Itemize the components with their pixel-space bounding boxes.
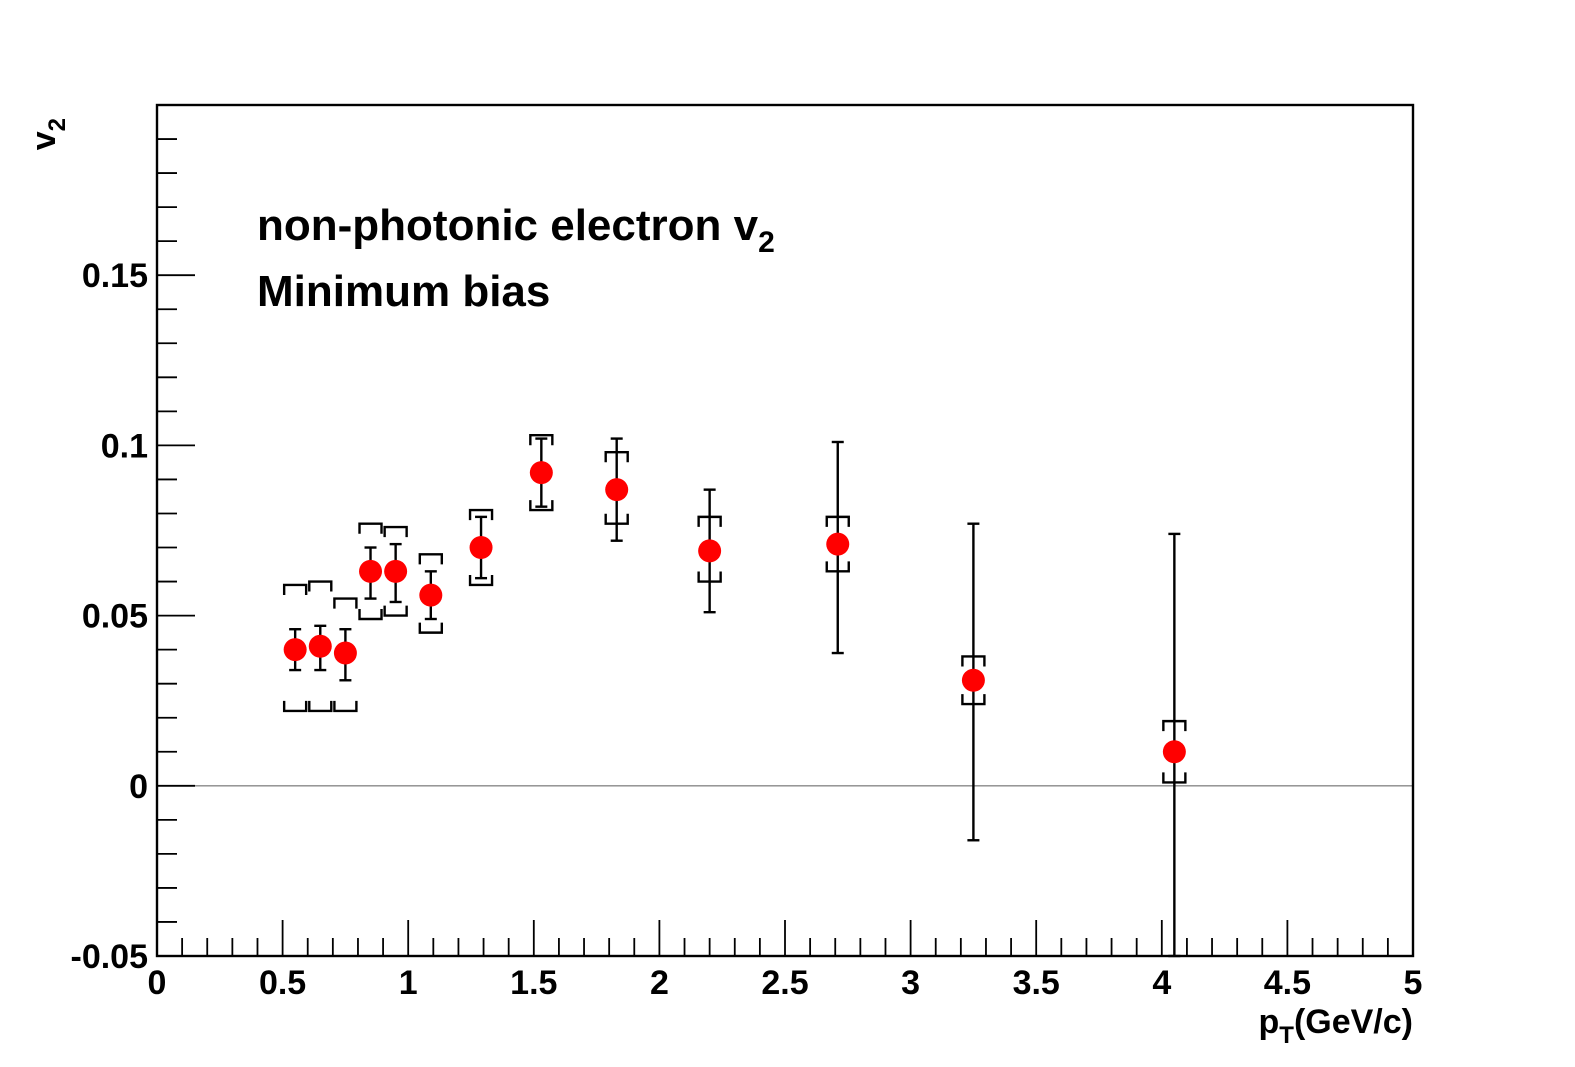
data-point	[604, 437, 629, 542]
sys-error-bracket-top	[282, 583, 308, 595]
data-point	[825, 440, 850, 655]
sys-error-bracket-top	[825, 515, 850, 527]
x-tick-label: 3	[901, 964, 920, 1002]
data-point	[529, 433, 554, 512]
data-point	[961, 522, 986, 842]
sys-error-bracket-bottom	[529, 500, 554, 512]
data-marker	[469, 536, 493, 560]
data-marker	[605, 478, 629, 502]
sys-error-bracket-bottom	[308, 700, 333, 713]
x-axis-label: pT(GeV/c)	[1259, 1003, 1414, 1049]
data-point	[333, 597, 358, 713]
x-tick-label: 1.5	[510, 964, 557, 1002]
x-tick-label: 1	[399, 964, 418, 1002]
y-tick-label: 0.1	[101, 427, 148, 465]
x-tick-label: 0	[148, 964, 167, 1002]
sys-error-bracket-bottom	[825, 561, 850, 573]
sys-error-bracket-top	[358, 522, 383, 534]
annotation-subtitle: Minimum bias	[257, 267, 550, 316]
data-marker	[384, 559, 408, 583]
x-tick-label: 3.5	[1013, 964, 1060, 1002]
data-point	[383, 525, 408, 617]
y-tick-label: 0.05	[82, 598, 148, 636]
sys-error-bracket-bottom	[468, 574, 494, 587]
data-marker	[1162, 740, 1186, 764]
sys-error-bracket-top	[961, 655, 986, 667]
data-point	[697, 488, 722, 614]
sys-error-bracket-top	[383, 525, 408, 538]
y-axis-label: v2	[25, 118, 71, 150]
data-marker	[826, 532, 850, 556]
data-marker	[333, 641, 357, 665]
x-tick-label: 4	[1152, 964, 1171, 1002]
sys-error-bracket-bottom	[333, 700, 358, 713]
data-point	[358, 522, 383, 621]
data-marker	[308, 634, 332, 658]
sys-error-bracket-top	[333, 597, 358, 609]
data-point	[468, 508, 494, 587]
sys-error-bracket-top	[529, 433, 554, 446]
sys-error-bracket-bottom	[961, 694, 986, 706]
sys-error-bracket-top	[308, 580, 333, 592]
y-tick-label: -0.05	[71, 938, 149, 976]
x-tick-label: 2.5	[761, 964, 808, 1002]
sys-error-bracket-top	[1162, 719, 1187, 732]
x-tick-label: 5	[1404, 964, 1423, 1002]
y-tick-label: 0.15	[82, 257, 148, 295]
data-marker	[283, 638, 307, 662]
sys-error-bracket-bottom	[418, 622, 444, 634]
data-marker	[961, 668, 985, 692]
sys-error-bracket-top	[604, 451, 629, 463]
y-tick-label: 0	[129, 768, 148, 806]
sys-error-bracket-top	[418, 553, 444, 565]
data-point	[282, 583, 308, 713]
annotation-title: non-photonic electron v2	[257, 201, 775, 259]
sys-error-bracket-bottom	[697, 571, 722, 583]
data-marker	[698, 539, 722, 563]
sys-error-bracket-top	[697, 515, 722, 527]
sys-error-bracket-bottom	[358, 609, 383, 621]
x-tick-label: 0.5	[259, 964, 306, 1002]
sys-error-bracket-bottom	[604, 513, 629, 525]
data-marker	[529, 461, 553, 485]
data-point	[418, 553, 444, 634]
sys-error-bracket-bottom	[383, 605, 408, 617]
x-tick-label: 4.5	[1264, 964, 1311, 1002]
sys-error-bracket-bottom	[1162, 772, 1187, 784]
data-point	[308, 580, 333, 713]
sys-error-bracket-bottom	[282, 700, 308, 713]
sys-error-bracket-top	[468, 508, 494, 521]
plot-area	[157, 433, 1413, 958]
data-marker	[359, 559, 383, 583]
data-marker	[419, 583, 443, 607]
x-tick-label: 2	[650, 964, 669, 1002]
